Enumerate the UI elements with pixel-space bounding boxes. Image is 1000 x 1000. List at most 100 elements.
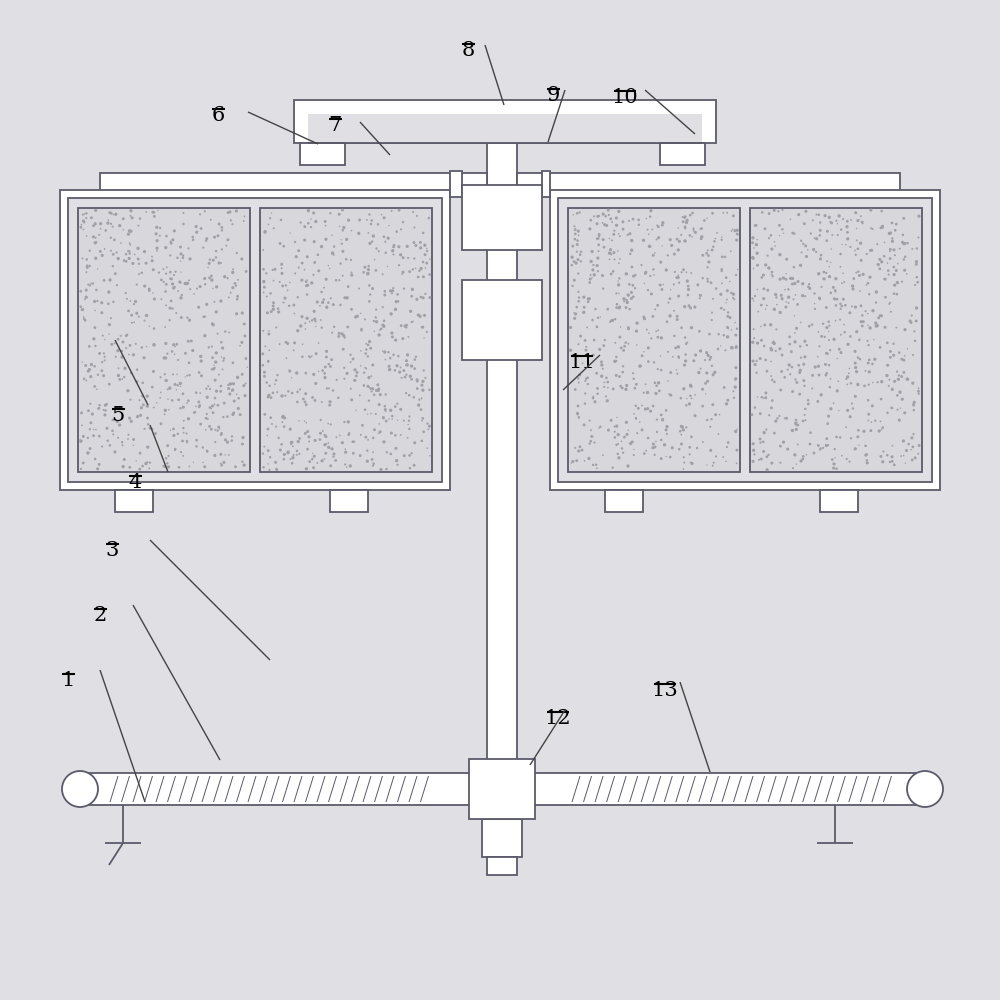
Point bbox=[694, 229, 710, 245]
Point bbox=[176, 413, 192, 429]
Point bbox=[94, 363, 110, 379]
Point bbox=[206, 294, 222, 310]
Point bbox=[372, 424, 388, 440]
Point bbox=[118, 328, 134, 344]
Point bbox=[780, 441, 796, 457]
Point bbox=[772, 271, 788, 287]
Point bbox=[712, 407, 728, 423]
Point bbox=[375, 266, 391, 282]
Point bbox=[874, 203, 890, 219]
Point bbox=[714, 249, 730, 265]
Point bbox=[171, 392, 187, 408]
Point bbox=[833, 301, 849, 317]
Point bbox=[903, 315, 919, 331]
Point bbox=[301, 429, 317, 445]
Point bbox=[592, 341, 608, 357]
Point bbox=[172, 400, 188, 416]
Point bbox=[618, 335, 634, 351]
Point bbox=[626, 406, 642, 422]
Point bbox=[766, 202, 782, 218]
Point bbox=[675, 214, 691, 230]
Point bbox=[323, 416, 339, 432]
Point bbox=[896, 352, 912, 368]
Point bbox=[284, 385, 300, 401]
Point bbox=[833, 246, 849, 262]
Point bbox=[585, 312, 601, 328]
Point bbox=[119, 291, 135, 307]
Point bbox=[342, 458, 358, 474]
Point bbox=[394, 266, 410, 282]
Point bbox=[861, 286, 877, 302]
Point bbox=[589, 319, 605, 335]
Point bbox=[892, 400, 908, 416]
Point bbox=[589, 216, 605, 232]
Point bbox=[567, 381, 583, 397]
Point bbox=[858, 438, 874, 454]
Point bbox=[414, 377, 430, 393]
Point bbox=[710, 426, 726, 442]
Point bbox=[357, 259, 373, 275]
Point bbox=[158, 266, 174, 282]
Point bbox=[853, 298, 869, 314]
Point bbox=[306, 234, 322, 250]
Point bbox=[192, 279, 208, 295]
Point bbox=[641, 325, 657, 341]
Point bbox=[823, 285, 839, 301]
Point bbox=[419, 240, 435, 256]
Point bbox=[166, 223, 182, 239]
Point bbox=[208, 304, 224, 320]
Point bbox=[280, 444, 296, 460]
Point bbox=[625, 277, 641, 293]
Point bbox=[576, 289, 592, 305]
Point bbox=[152, 228, 168, 244]
Point bbox=[903, 442, 919, 458]
Point bbox=[396, 363, 412, 379]
Point bbox=[219, 409, 235, 425]
Point bbox=[623, 232, 639, 248]
Point bbox=[888, 320, 904, 336]
Point bbox=[401, 413, 417, 429]
Point bbox=[118, 246, 134, 262]
Point bbox=[213, 255, 229, 271]
Point bbox=[227, 459, 243, 475]
Point bbox=[774, 291, 790, 307]
Point bbox=[849, 364, 865, 380]
Point bbox=[803, 225, 819, 241]
Point bbox=[780, 281, 796, 297]
Point bbox=[314, 284, 330, 300]
Point bbox=[115, 459, 131, 475]
Point bbox=[298, 365, 314, 381]
Point bbox=[891, 412, 907, 428]
Point bbox=[308, 318, 324, 334]
Point bbox=[620, 422, 636, 438]
Point bbox=[140, 439, 156, 455]
Point bbox=[823, 254, 839, 270]
Point bbox=[300, 203, 316, 219]
Point bbox=[82, 421, 98, 437]
Point bbox=[626, 441, 642, 457]
Point bbox=[837, 324, 853, 340]
Point bbox=[626, 447, 642, 463]
Point bbox=[724, 340, 740, 356]
Point bbox=[763, 317, 779, 333]
Point bbox=[797, 333, 813, 349]
Point bbox=[636, 311, 652, 327]
Point bbox=[677, 233, 693, 249]
Point bbox=[214, 241, 230, 257]
Bar bbox=[115, 490, 153, 512]
Point bbox=[795, 276, 811, 292]
Point bbox=[853, 314, 869, 330]
Point bbox=[622, 246, 638, 262]
Point bbox=[403, 303, 419, 319]
Point bbox=[212, 421, 228, 437]
Point bbox=[296, 413, 312, 429]
Point bbox=[604, 232, 620, 248]
Point bbox=[862, 269, 878, 285]
Point bbox=[818, 367, 834, 383]
Point bbox=[151, 265, 167, 281]
Point bbox=[216, 454, 232, 470]
Point bbox=[798, 238, 814, 254]
Point bbox=[651, 375, 667, 391]
Point bbox=[613, 319, 629, 335]
Point bbox=[627, 267, 643, 283]
